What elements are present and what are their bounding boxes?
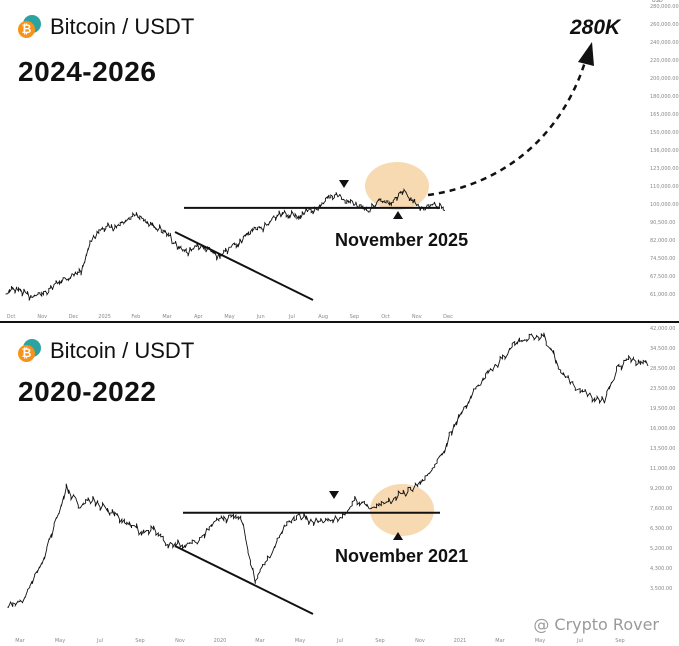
y-tick-label: 280,000.00 xyxy=(650,4,679,10)
chart-panel-2024-2026: USD 280,000.00 260,000.00 240,000.00 220,000… xyxy=(0,0,679,322)
y-tick-label: 3,500.00 xyxy=(650,586,672,592)
price-series-line xyxy=(7,332,649,609)
x-tick-label: 2025 xyxy=(98,314,111,320)
pair-title: Bitcoin / USDT xyxy=(50,338,195,363)
down-triangle-marker xyxy=(339,180,349,188)
down-triangle-marker xyxy=(329,491,339,499)
x-tick-label: Nov xyxy=(37,314,47,320)
x-tick-label: Nov xyxy=(415,638,425,644)
chart-header: ₿ Bitcoin / USDT xyxy=(18,14,194,40)
x-tick-label: Jul xyxy=(576,638,583,644)
panel-divider xyxy=(0,321,679,323)
axis-unit-label: USD xyxy=(652,0,663,4)
up-triangle-marker xyxy=(393,532,403,540)
x-tick-label: May xyxy=(224,314,234,320)
chart-header: ₿ Bitcoin / USDT xyxy=(18,338,194,364)
x-tick-label: Jul xyxy=(336,638,343,644)
y-tick-label: 23,500.00 xyxy=(650,386,675,392)
annotation-label: November 2025 xyxy=(335,230,468,250)
x-tick-label: Mar xyxy=(495,638,505,644)
x-tick-label: Nov xyxy=(175,638,185,644)
y-tick-label: 34,500.00 xyxy=(650,346,675,352)
x-tick-label: Sep xyxy=(135,638,144,644)
highlight-zone xyxy=(365,162,429,210)
period-label: 2020-2022 xyxy=(18,376,157,407)
y-tick-label: 9,200.00 xyxy=(650,486,672,492)
watermark: @ Crypto Rover xyxy=(533,615,659,634)
bitcoin-icon: ₿ xyxy=(18,339,44,363)
descending-trendline xyxy=(174,545,314,615)
y-tick-label: 165,000.00 xyxy=(650,112,679,118)
x-tick-label: Jun xyxy=(256,314,265,320)
x-tick-label: Dec xyxy=(443,314,453,320)
y-tick-label: 90,500.00 xyxy=(650,220,675,226)
y-tick-label: 11,000.00 xyxy=(650,466,675,472)
x-tick-label: Feb xyxy=(131,314,140,320)
y-tick-label: 7,600.00 xyxy=(650,506,672,512)
forecast-arrowhead xyxy=(578,42,594,66)
y-tick-label: 6,300.00 xyxy=(650,526,672,532)
chart-panel-2020-2022: USD42,000.00 34,500.00 28,500.00 23,500.00 1… xyxy=(0,324,679,646)
x-tick-label: Dec xyxy=(69,314,79,320)
y-tick-label: 42,000.00 xyxy=(650,326,675,332)
x-tick-label: Jul xyxy=(96,638,103,644)
y-tick-label: 61,000.00 xyxy=(650,292,675,298)
y-tick-label: 220,000.00 xyxy=(650,58,679,64)
y-tick-label: 240,000.00 xyxy=(650,40,679,46)
y-tick-label: 16,000.00 xyxy=(650,426,675,432)
axis-unit-label: USD xyxy=(652,324,663,326)
y-tick-label: 28,500.00 xyxy=(650,366,675,372)
pair-title: Bitcoin / USDT xyxy=(50,14,195,39)
annotation-label: November 2021 xyxy=(335,546,468,566)
target-price-label: 280K xyxy=(569,16,622,39)
x-tick-label: Oct xyxy=(381,314,390,320)
forecast-arrow xyxy=(427,61,587,197)
up-triangle-marker xyxy=(393,211,403,219)
y-tick-label: 180,000.00 xyxy=(650,94,679,100)
y-tick-label: 74,500.00 xyxy=(650,256,675,262)
y-tick-label: 19,500.00 xyxy=(650,406,675,412)
y-tick-label: 5,200.00 xyxy=(650,546,672,552)
price-series-line xyxy=(5,187,446,301)
x-tick-label: Sep xyxy=(375,638,384,644)
x-tick-label: 2021 xyxy=(454,638,467,644)
y-tick-label: 200,000.00 xyxy=(650,76,679,82)
x-tick-label: Oct xyxy=(7,314,16,320)
bitcoin-icon: ₿ xyxy=(18,15,44,39)
x-tick-label: Mar xyxy=(15,638,25,644)
y-tick-label: 67,500.00 xyxy=(650,274,675,280)
x-tick-label: 2020 xyxy=(214,638,227,644)
x-tick-label: Apr xyxy=(194,314,204,320)
y-tick-label: 110,000.00 xyxy=(650,184,679,190)
x-tick-label: May xyxy=(535,638,545,644)
highlight-zone xyxy=(370,484,434,536)
x-tick-label: Nov xyxy=(412,314,422,320)
y-tick-label: 123,000.00 xyxy=(650,166,679,172)
x-tick-label: Mar xyxy=(255,638,265,644)
x-tick-label: May xyxy=(55,638,65,644)
period-label: 2024-2026 xyxy=(18,56,157,87)
y-tick-label: 100,000.00 xyxy=(650,202,679,208)
x-tick-label: Sep xyxy=(615,638,624,644)
x-tick-label: Jul xyxy=(288,314,295,320)
x-tick-label: Sep xyxy=(350,314,359,320)
y-tick-label: 4,300.00 xyxy=(650,566,672,572)
x-tick-label: Mar xyxy=(162,314,172,320)
descending-trendline xyxy=(174,231,314,301)
y-tick-label: 260,000.00 xyxy=(650,22,679,28)
x-tick-label: Aug xyxy=(318,314,328,320)
price-chart-2020-2022: USD42,000.00 34,500.00 28,500.00 23,500.00 1… xyxy=(7,324,675,644)
y-tick-label: 82,000.00 xyxy=(650,238,675,244)
y-tick-label: 150,000.00 xyxy=(650,130,679,136)
y-tick-label: 13,500.00 xyxy=(650,446,675,452)
y-tick-label: 136,000.00 xyxy=(650,148,679,154)
x-tick-label: May xyxy=(295,638,305,644)
